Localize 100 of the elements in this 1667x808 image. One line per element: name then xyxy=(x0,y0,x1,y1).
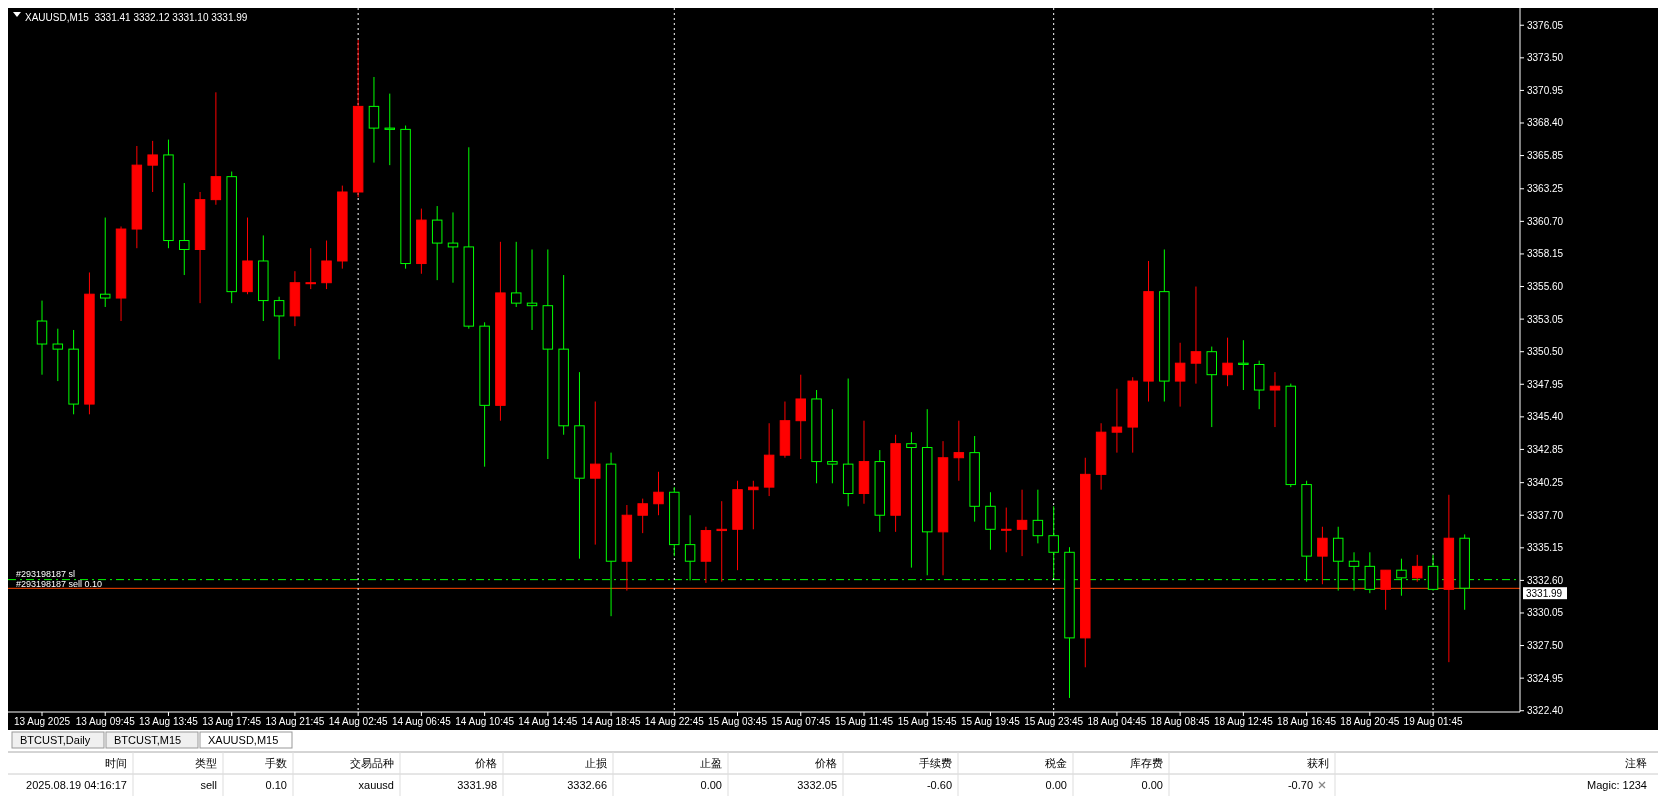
chart-title: XAUUSD,M15 3331.41 3332.12 3331.10 3331.99 xyxy=(25,11,248,23)
candlestick xyxy=(321,240,332,290)
candlestick xyxy=(526,248,538,331)
x-tick-label: 13 Aug 13:45 xyxy=(138,716,199,727)
text: XAUUSD,M15 xyxy=(208,733,279,746)
x-tick-label: 15 Aug 19:45 xyxy=(960,716,1021,727)
candlestick xyxy=(1111,388,1123,454)
text: 获利 xyxy=(1307,756,1329,769)
text: -0.60 xyxy=(926,778,952,791)
candlestick xyxy=(637,498,648,534)
text: 0.00 xyxy=(700,778,722,791)
x-tick-label: 18 Aug 16:45 xyxy=(1277,716,1337,727)
y-tick-label: 3327.50 xyxy=(1527,640,1564,652)
candlestick xyxy=(1206,346,1217,428)
candlestick xyxy=(510,241,522,308)
text: 交易品种 xyxy=(350,756,394,769)
x-tick-label: 13 Aug 09:45 xyxy=(75,716,136,727)
candlestick xyxy=(1048,505,1059,579)
x-tick-label: 14 Aug 18:45 xyxy=(581,716,641,727)
y-tick-label: 3353.05 xyxy=(1527,313,1564,325)
text: 3331.98 xyxy=(457,778,497,791)
candlestick xyxy=(1001,507,1012,553)
text: 止损 xyxy=(585,756,607,769)
x-tick-label: 14 Aug 10:45 xyxy=(455,716,515,727)
text: 手数 xyxy=(265,756,287,769)
candlestick xyxy=(1032,489,1044,544)
text: 0.10 xyxy=(265,778,287,791)
candlestick xyxy=(147,140,158,193)
text: 类型 xyxy=(195,756,217,769)
x-tick-label: 14 Aug 02:45 xyxy=(328,716,389,727)
candlestick xyxy=(36,300,48,376)
y-tick-label: 3370.95 xyxy=(1527,84,1564,96)
x-tick-label: 19 Aug 01:45 xyxy=(1403,716,1463,727)
candlestick xyxy=(716,500,727,583)
text: BTCUST,Daily xyxy=(20,733,91,746)
text: 税金 xyxy=(1045,756,1067,769)
text: -0.70 xyxy=(1287,778,1313,791)
candlestick xyxy=(827,408,838,484)
candlestick xyxy=(795,374,806,460)
text: BTCUST,M15 xyxy=(114,733,182,746)
candlestick xyxy=(447,211,459,284)
text: 价格 xyxy=(814,756,837,769)
y-tick-label: 3332.60 xyxy=(1527,574,1564,586)
y-tick-label: 3368.40 xyxy=(1527,117,1564,129)
candlestick xyxy=(210,91,222,206)
text: 3331.99 xyxy=(1526,587,1563,599)
y-tick-label: 3363.25 xyxy=(1527,183,1564,195)
y-tick-label: 3373.50 xyxy=(1527,52,1564,64)
candlestick xyxy=(1190,286,1202,385)
text: 手续费 xyxy=(919,756,952,769)
candlestick xyxy=(305,247,316,290)
x-tick-label: 15 Aug 03:45 xyxy=(708,716,768,727)
x-tick-label: 18 Aug 04:45 xyxy=(1087,716,1147,727)
text: 时间 xyxy=(105,756,127,769)
x-tick-label: 15 Aug 15:45 xyxy=(897,716,958,727)
candlestick xyxy=(953,420,965,482)
candlestick xyxy=(179,182,190,276)
candlestick xyxy=(653,471,664,516)
text: sell xyxy=(200,778,217,791)
candlestick xyxy=(99,217,111,308)
x-tick-label: 13 Aug 2025 xyxy=(13,716,71,727)
text: 价格 xyxy=(474,756,497,769)
x-tick-label: 13 Aug 17:45 xyxy=(202,716,262,727)
x-tick-label: 15 Aug 23:45 xyxy=(1024,716,1084,727)
y-tick-label: 3342.85 xyxy=(1527,443,1564,455)
text: 0.00 xyxy=(1141,778,1163,791)
x-tick-label: 15 Aug 07:45 xyxy=(771,716,831,727)
text: 注释 xyxy=(1625,756,1647,769)
candlestick xyxy=(748,480,759,530)
candlestick xyxy=(985,491,996,551)
y-tick-label: 3365.85 xyxy=(1527,150,1564,162)
candlestick xyxy=(1016,489,1028,557)
x-tick-label: 18 Aug 20:45 xyxy=(1340,716,1400,727)
text: 2025.08.19 04:16:17 xyxy=(26,778,127,791)
candlestick xyxy=(1380,569,1391,611)
text: 止盈 xyxy=(700,756,722,769)
x-tick-label: 15 Aug 11:45 xyxy=(834,716,894,727)
candlestick xyxy=(1222,337,1233,387)
x-tick-label: 18 Aug 12:45 xyxy=(1213,716,1274,727)
x-tick-label: 14 Aug 06:45 xyxy=(391,716,452,727)
candlestick xyxy=(1427,554,1439,592)
candlestick xyxy=(273,296,285,360)
candlestick xyxy=(368,76,380,164)
y-tick-label: 3350.50 xyxy=(1527,346,1564,358)
x-tick-label: 13 Aug 21:45 xyxy=(265,716,325,727)
y-tick-label: 3358.15 xyxy=(1527,248,1564,260)
y-tick-label: 3337.70 xyxy=(1527,509,1564,521)
text: 库存费 xyxy=(1130,756,1163,769)
x-tick-label: 14 Aug 22:45 xyxy=(644,716,705,727)
candlestick xyxy=(906,431,917,569)
y-tick-label: 3347.95 xyxy=(1527,378,1564,390)
candlestick xyxy=(1269,371,1281,428)
y-tick-label: 3324.95 xyxy=(1527,672,1564,684)
candlestick xyxy=(1238,339,1249,391)
y-tick-label: 3360.70 xyxy=(1527,215,1564,227)
y-tick-label: 3376.05 xyxy=(1527,19,1564,31)
text: 3332.66 xyxy=(567,778,607,791)
x-tick-label: 18 Aug 08:45 xyxy=(1150,716,1211,727)
candlestick xyxy=(1174,342,1186,408)
y-tick-label: 3322.40 xyxy=(1527,705,1564,717)
